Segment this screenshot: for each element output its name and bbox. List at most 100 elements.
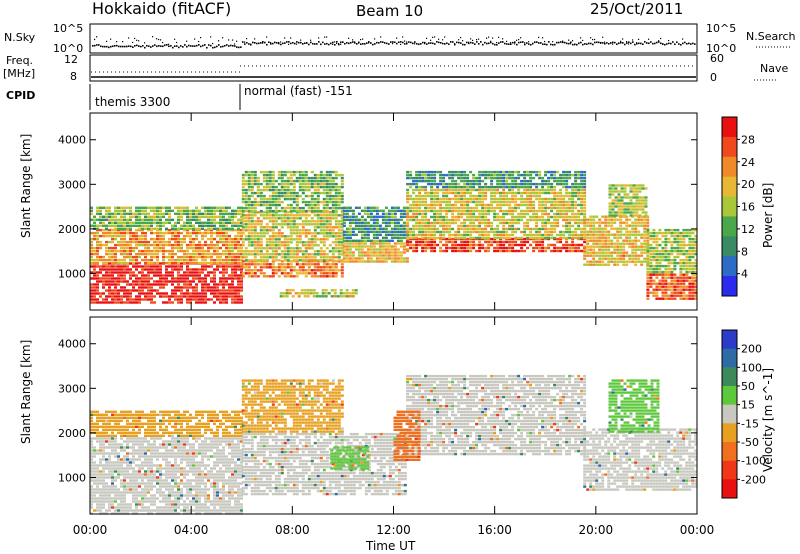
- heatmap-cell: [424, 215, 428, 219]
- heatmap-cell: [316, 197, 320, 201]
- heatmap-cell: [114, 265, 117, 268]
- heatmap-cell: [295, 247, 299, 250]
- heatmap-cell: [409, 243, 413, 247]
- heatmap-cell: [322, 217, 326, 220]
- heatmap-cell: [418, 209, 422, 213]
- heatmap-cell: [234, 237, 237, 241]
- heatmap-cell: [372, 254, 376, 257]
- heatmap-cell: [484, 221, 488, 225]
- heatmap-cell: [396, 260, 400, 263]
- heatmap-cell: [105, 265, 108, 268]
- heatmap-cell: [424, 206, 428, 210]
- heatmap-cell: [177, 289, 180, 292]
- heatmap-cell: [363, 254, 367, 257]
- heatmap-cell: [259, 229, 263, 232]
- heatmap-cell: [499, 246, 503, 250]
- heatmap-cell: [478, 243, 482, 247]
- nsky-point: [646, 42, 648, 44]
- heatmap-cell: [301, 256, 305, 259]
- heatmap-cell: [93, 268, 96, 271]
- heatmap-cell: [108, 271, 111, 274]
- heatmap-cell: [289, 232, 293, 235]
- heatmap-cell: [280, 235, 284, 238]
- heatmap-cell: [634, 242, 638, 245]
- heatmap-cell: [253, 272, 257, 275]
- heatmap-cell: [241, 209, 245, 213]
- heatmap-cell: [481, 227, 485, 231]
- nsky-point: [198, 44, 200, 46]
- heatmap-cell: [307, 209, 311, 213]
- heatmap-cell: [568, 246, 572, 250]
- heatmap-cell: [280, 170, 284, 174]
- heatmap-cell: [120, 265, 123, 268]
- heatmap-cell: [565, 218, 569, 222]
- heatmap-cell: [132, 301, 135, 304]
- heatmap-cell: [207, 212, 210, 215]
- heatmap-cell: [253, 266, 257, 269]
- heatmap-cell: [117, 243, 120, 247]
- heatmap-cell: [499, 179, 503, 183]
- heatmap-cell: [550, 224, 554, 228]
- heatmap-cell: [412, 206, 416, 210]
- heatmap-cell: [571, 212, 575, 216]
- heatmap-cell: [592, 245, 596, 248]
- heatmap-cell: [604, 239, 608, 242]
- heatmap-cell: [244, 259, 248, 262]
- heatmap-cell: [589, 245, 593, 248]
- heatmap-cell: [138, 212, 141, 215]
- heatmap-cell: [306, 295, 310, 298]
- heatmap-cell: [259, 238, 263, 241]
- heatmap-cell: [577, 233, 581, 237]
- heatmap-cell: [129, 243, 132, 247]
- heatmap-cell: [589, 215, 593, 218]
- heatmap-cell: [466, 182, 470, 186]
- heatmap-cell: [108, 221, 111, 224]
- heatmap-cell: [328, 272, 332, 275]
- heatmap-cell: [372, 230, 376, 233]
- heatmap-cell: [234, 261, 237, 265]
- heatmap-cell: [375, 212, 379, 215]
- heatmap-cell: [312, 292, 316, 295]
- heatmap-cell: [532, 203, 536, 207]
- heatmap-cell: [387, 233, 391, 236]
- nsky-point: [322, 41, 324, 44]
- heatmap-cell: [396, 227, 400, 230]
- heatmap-cell: [538, 203, 542, 207]
- heatmap-cell: [325, 256, 329, 259]
- heatmap-cell: [393, 233, 397, 236]
- heatmap-cell: [244, 263, 248, 266]
- heatmap-cell: [369, 248, 373, 251]
- heatmap-cell: [150, 221, 153, 224]
- heatmap-cell: [298, 250, 302, 253]
- nsky-point: [242, 41, 244, 43]
- heatmap-cell: [556, 233, 560, 237]
- heatmap-cell: [478, 240, 482, 244]
- heatmap-cell: [268, 247, 272, 250]
- heatmap-cell: [210, 221, 213, 224]
- heatmap-cell: [568, 203, 572, 207]
- heatmap-cell: [406, 218, 410, 222]
- heatmap-cell: [90, 289, 93, 292]
- heatmap-cell: [105, 274, 108, 277]
- heatmap-cell: [256, 220, 260, 223]
- heatmap-cell: [189, 246, 192, 250]
- heatmap-cell: [415, 179, 419, 183]
- heatmap-cell: [231, 289, 234, 292]
- heatmap-cell: [159, 240, 162, 244]
- nsky-point: [294, 42, 296, 45]
- heatmap-cell: [345, 233, 349, 236]
- nsearch-point: [324, 36, 326, 38]
- heatmap-cell: [448, 240, 452, 244]
- nsky-point: [152, 45, 154, 47]
- nsky-point: [120, 45, 122, 48]
- heatmap-cell: [162, 295, 165, 298]
- heatmap-cell: [159, 227, 162, 230]
- heatmap-cell: [466, 197, 470, 201]
- heatmap-cell: [237, 283, 240, 286]
- heatmap-cell: [144, 295, 147, 298]
- heatmap-cell: [363, 242, 367, 245]
- heatmap-cell: [195, 286, 198, 289]
- heatmap-cell: [105, 240, 108, 244]
- heatmap-cell: [363, 218, 367, 221]
- heatmap-cell: [105, 252, 108, 256]
